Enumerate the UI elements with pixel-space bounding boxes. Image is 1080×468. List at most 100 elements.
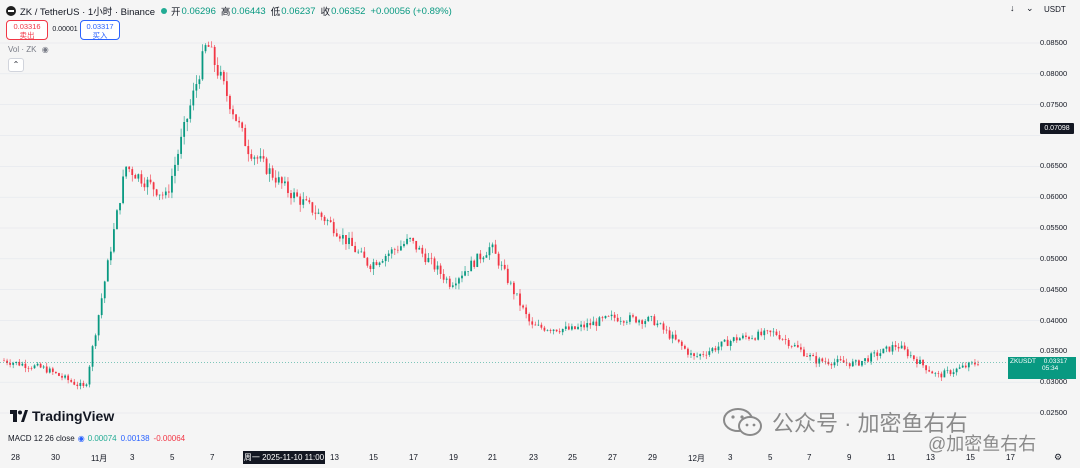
candle-body bbox=[821, 358, 824, 362]
candle bbox=[161, 191, 164, 200]
price-tick-label: 0.08000 bbox=[1040, 68, 1068, 78]
candle-body bbox=[464, 271, 466, 276]
candle-body bbox=[522, 305, 524, 308]
candle-body bbox=[674, 334, 677, 340]
candle bbox=[27, 366, 30, 373]
candle-body bbox=[571, 326, 573, 330]
candle bbox=[909, 351, 912, 359]
time-tick-label: 15 bbox=[966, 453, 975, 462]
candle bbox=[180, 128, 182, 159]
candle-body bbox=[387, 253, 390, 256]
candle bbox=[512, 280, 515, 300]
arrow-down-icon[interactable]: ↓ bbox=[1010, 3, 1015, 13]
volume-indicator[interactable]: Vol · ZK ◉ bbox=[8, 45, 49, 54]
candle-body bbox=[412, 237, 415, 241]
candle-body bbox=[916, 359, 918, 364]
last-price: 0.03317 bbox=[1043, 358, 1068, 365]
candle bbox=[577, 323, 579, 331]
candle bbox=[97, 314, 100, 341]
candle-body bbox=[338, 236, 341, 239]
time-tick-label: 15 bbox=[369, 453, 378, 462]
candle bbox=[39, 362, 42, 369]
candle-body bbox=[861, 360, 863, 366]
candle bbox=[775, 329, 778, 337]
candle-body bbox=[116, 210, 118, 230]
candle-body bbox=[845, 362, 848, 364]
currency-label[interactable]: USDT bbox=[1044, 5, 1066, 14]
candle bbox=[219, 65, 222, 80]
eye-icon[interactable]: ◉ bbox=[41, 45, 49, 54]
candle-body bbox=[207, 45, 210, 47]
eye-icon[interactable]: ◉ bbox=[77, 434, 85, 443]
time-tick-label: 25 bbox=[568, 453, 577, 462]
sell-button[interactable]: 0.03316 卖出 bbox=[6, 20, 48, 40]
candle-body bbox=[625, 321, 628, 323]
high-value: 0.06443 bbox=[231, 5, 266, 17]
candle bbox=[143, 177, 146, 191]
candle bbox=[653, 314, 656, 326]
chevron-down-icon[interactable]: ⌄ bbox=[1026, 3, 1034, 13]
watermark-handle: @加密鱼右右 bbox=[928, 434, 1037, 454]
macd-legend[interactable]: MACD 12 26 close ◉ 0.00074 0.00138 -0.00… bbox=[8, 434, 185, 443]
buy-button[interactable]: 0.03317 买入 bbox=[80, 20, 120, 40]
candle-body bbox=[952, 372, 955, 375]
candle bbox=[134, 173, 137, 179]
candle bbox=[680, 340, 683, 350]
candle bbox=[964, 362, 967, 369]
candle-body bbox=[977, 364, 979, 366]
candle bbox=[433, 256, 436, 272]
price-chart[interactable] bbox=[0, 0, 1040, 450]
candle bbox=[207, 41, 210, 48]
settings-gear-icon[interactable]: ⚙ bbox=[1054, 452, 1063, 462]
candle-body bbox=[174, 164, 176, 176]
candle bbox=[229, 94, 231, 114]
candle bbox=[824, 357, 827, 365]
collapse-indicators-button[interactable]: ⌃ bbox=[8, 58, 24, 72]
candle-body bbox=[854, 360, 857, 362]
candle bbox=[82, 380, 85, 389]
candle bbox=[552, 329, 555, 335]
candle bbox=[403, 241, 405, 248]
candle bbox=[348, 232, 350, 250]
price-tick-label: 0.06500 bbox=[1040, 161, 1068, 171]
candle bbox=[574, 325, 576, 330]
candle-body bbox=[763, 330, 766, 336]
time-tick-label: 17 bbox=[409, 453, 418, 462]
candle bbox=[354, 241, 357, 253]
candle bbox=[940, 371, 943, 381]
time-tick-label: 11月 bbox=[91, 454, 108, 463]
candle bbox=[332, 218, 335, 237]
candle-body bbox=[12, 363, 15, 365]
candle bbox=[250, 149, 253, 162]
candle-body bbox=[280, 177, 283, 184]
sell-label: 卖出 bbox=[19, 31, 35, 40]
time-tick-label: 27 bbox=[608, 453, 617, 462]
candle-body bbox=[415, 240, 418, 250]
candle bbox=[741, 333, 744, 340]
candle-body bbox=[55, 371, 57, 374]
candle bbox=[491, 242, 494, 254]
candle-body bbox=[378, 262, 381, 265]
candle-body bbox=[955, 368, 958, 373]
candle-body bbox=[164, 191, 167, 196]
time-tick-label: 30 bbox=[51, 453, 60, 462]
candle-body bbox=[125, 166, 128, 177]
candle-body bbox=[482, 257, 485, 260]
candle bbox=[888, 346, 891, 353]
candle bbox=[864, 358, 866, 365]
candle bbox=[198, 75, 201, 89]
candle bbox=[448, 275, 451, 290]
candle bbox=[870, 351, 873, 365]
candle bbox=[745, 332, 747, 340]
candle bbox=[784, 334, 787, 345]
symbol-title[interactable]: ZK / TetherUS · 1小时 · Binance bbox=[20, 7, 155, 18]
candle bbox=[516, 293, 518, 296]
candle bbox=[726, 336, 729, 347]
candle-body bbox=[912, 355, 915, 360]
candle-body bbox=[665, 329, 668, 331]
candle bbox=[94, 333, 97, 350]
candle bbox=[400, 240, 402, 252]
candle bbox=[790, 345, 793, 349]
candle bbox=[693, 352, 695, 360]
candle bbox=[125, 166, 128, 179]
